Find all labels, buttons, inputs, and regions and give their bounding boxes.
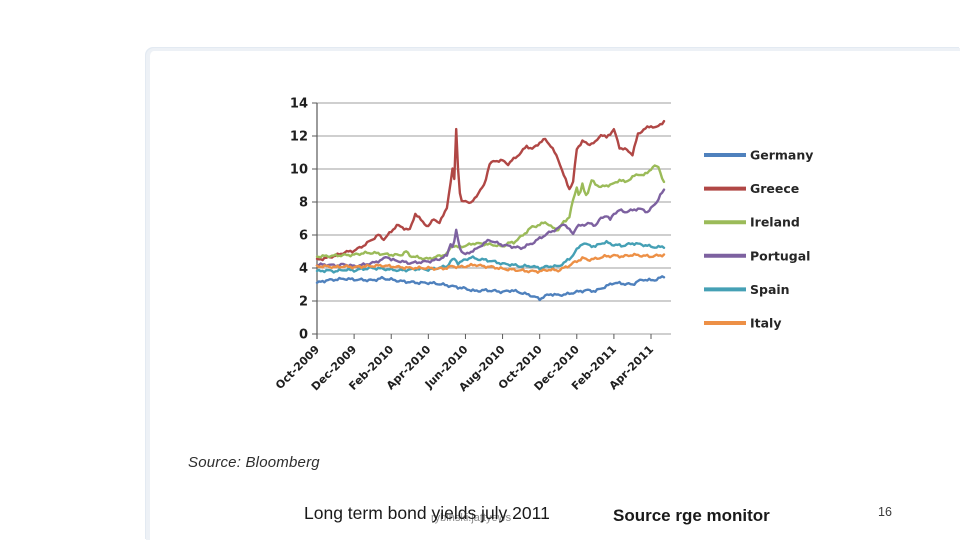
series-line-portugal	[315, 188, 666, 268]
caption-title: Long term bond yields july 2011	[304, 503, 550, 523]
series-line-greece	[315, 120, 666, 262]
series-line-ireland	[315, 164, 666, 261]
legend-label-germany: Germany	[750, 148, 813, 163]
series-line-germany	[315, 275, 666, 302]
legend-label-portugal: Portugal	[750, 248, 810, 263]
y-axis-label: 12	[290, 130, 308, 145]
legend-label-greece: Greece	[750, 181, 799, 196]
y-axis-label: 6	[299, 229, 308, 244]
series-line-italy	[315, 252, 666, 274]
y-axis-label: 14	[290, 97, 308, 112]
slide: 0 2 4 6 8 10 12 14 Oct-2009 Dec-2009 Feb-2010 Apr-2…	[146, 48, 960, 540]
y-axis-label: 2	[299, 295, 308, 310]
series-line-spain	[315, 240, 666, 274]
legend-label-spain: Spain	[750, 282, 790, 297]
bond-yields-chart: 0 2 4 6 8 10 12 14 Oct-2009 Dec-2009 Feb-2010 Apr-2…	[273, 88, 874, 428]
y-axis-label: 4	[299, 262, 308, 277]
y-axis-label: 8	[299, 196, 308, 211]
y-axis-label: 10	[290, 163, 308, 178]
chart-source-note: Source: Bloomberg	[188, 454, 320, 471]
watermark-text: rybinski.jattyews	[431, 512, 512, 524]
chart-svg: 02468101214Oct-2009Dec-2009Feb-2010Apr-2…	[273, 97, 813, 395]
caption-source: Source rge monitor	[613, 506, 770, 525]
legend-label-italy: Italy	[750, 316, 782, 331]
page-number: 16	[878, 505, 892, 519]
legend-label-ireland: Ireland	[750, 215, 800, 230]
y-axis-label: 0	[299, 328, 308, 343]
